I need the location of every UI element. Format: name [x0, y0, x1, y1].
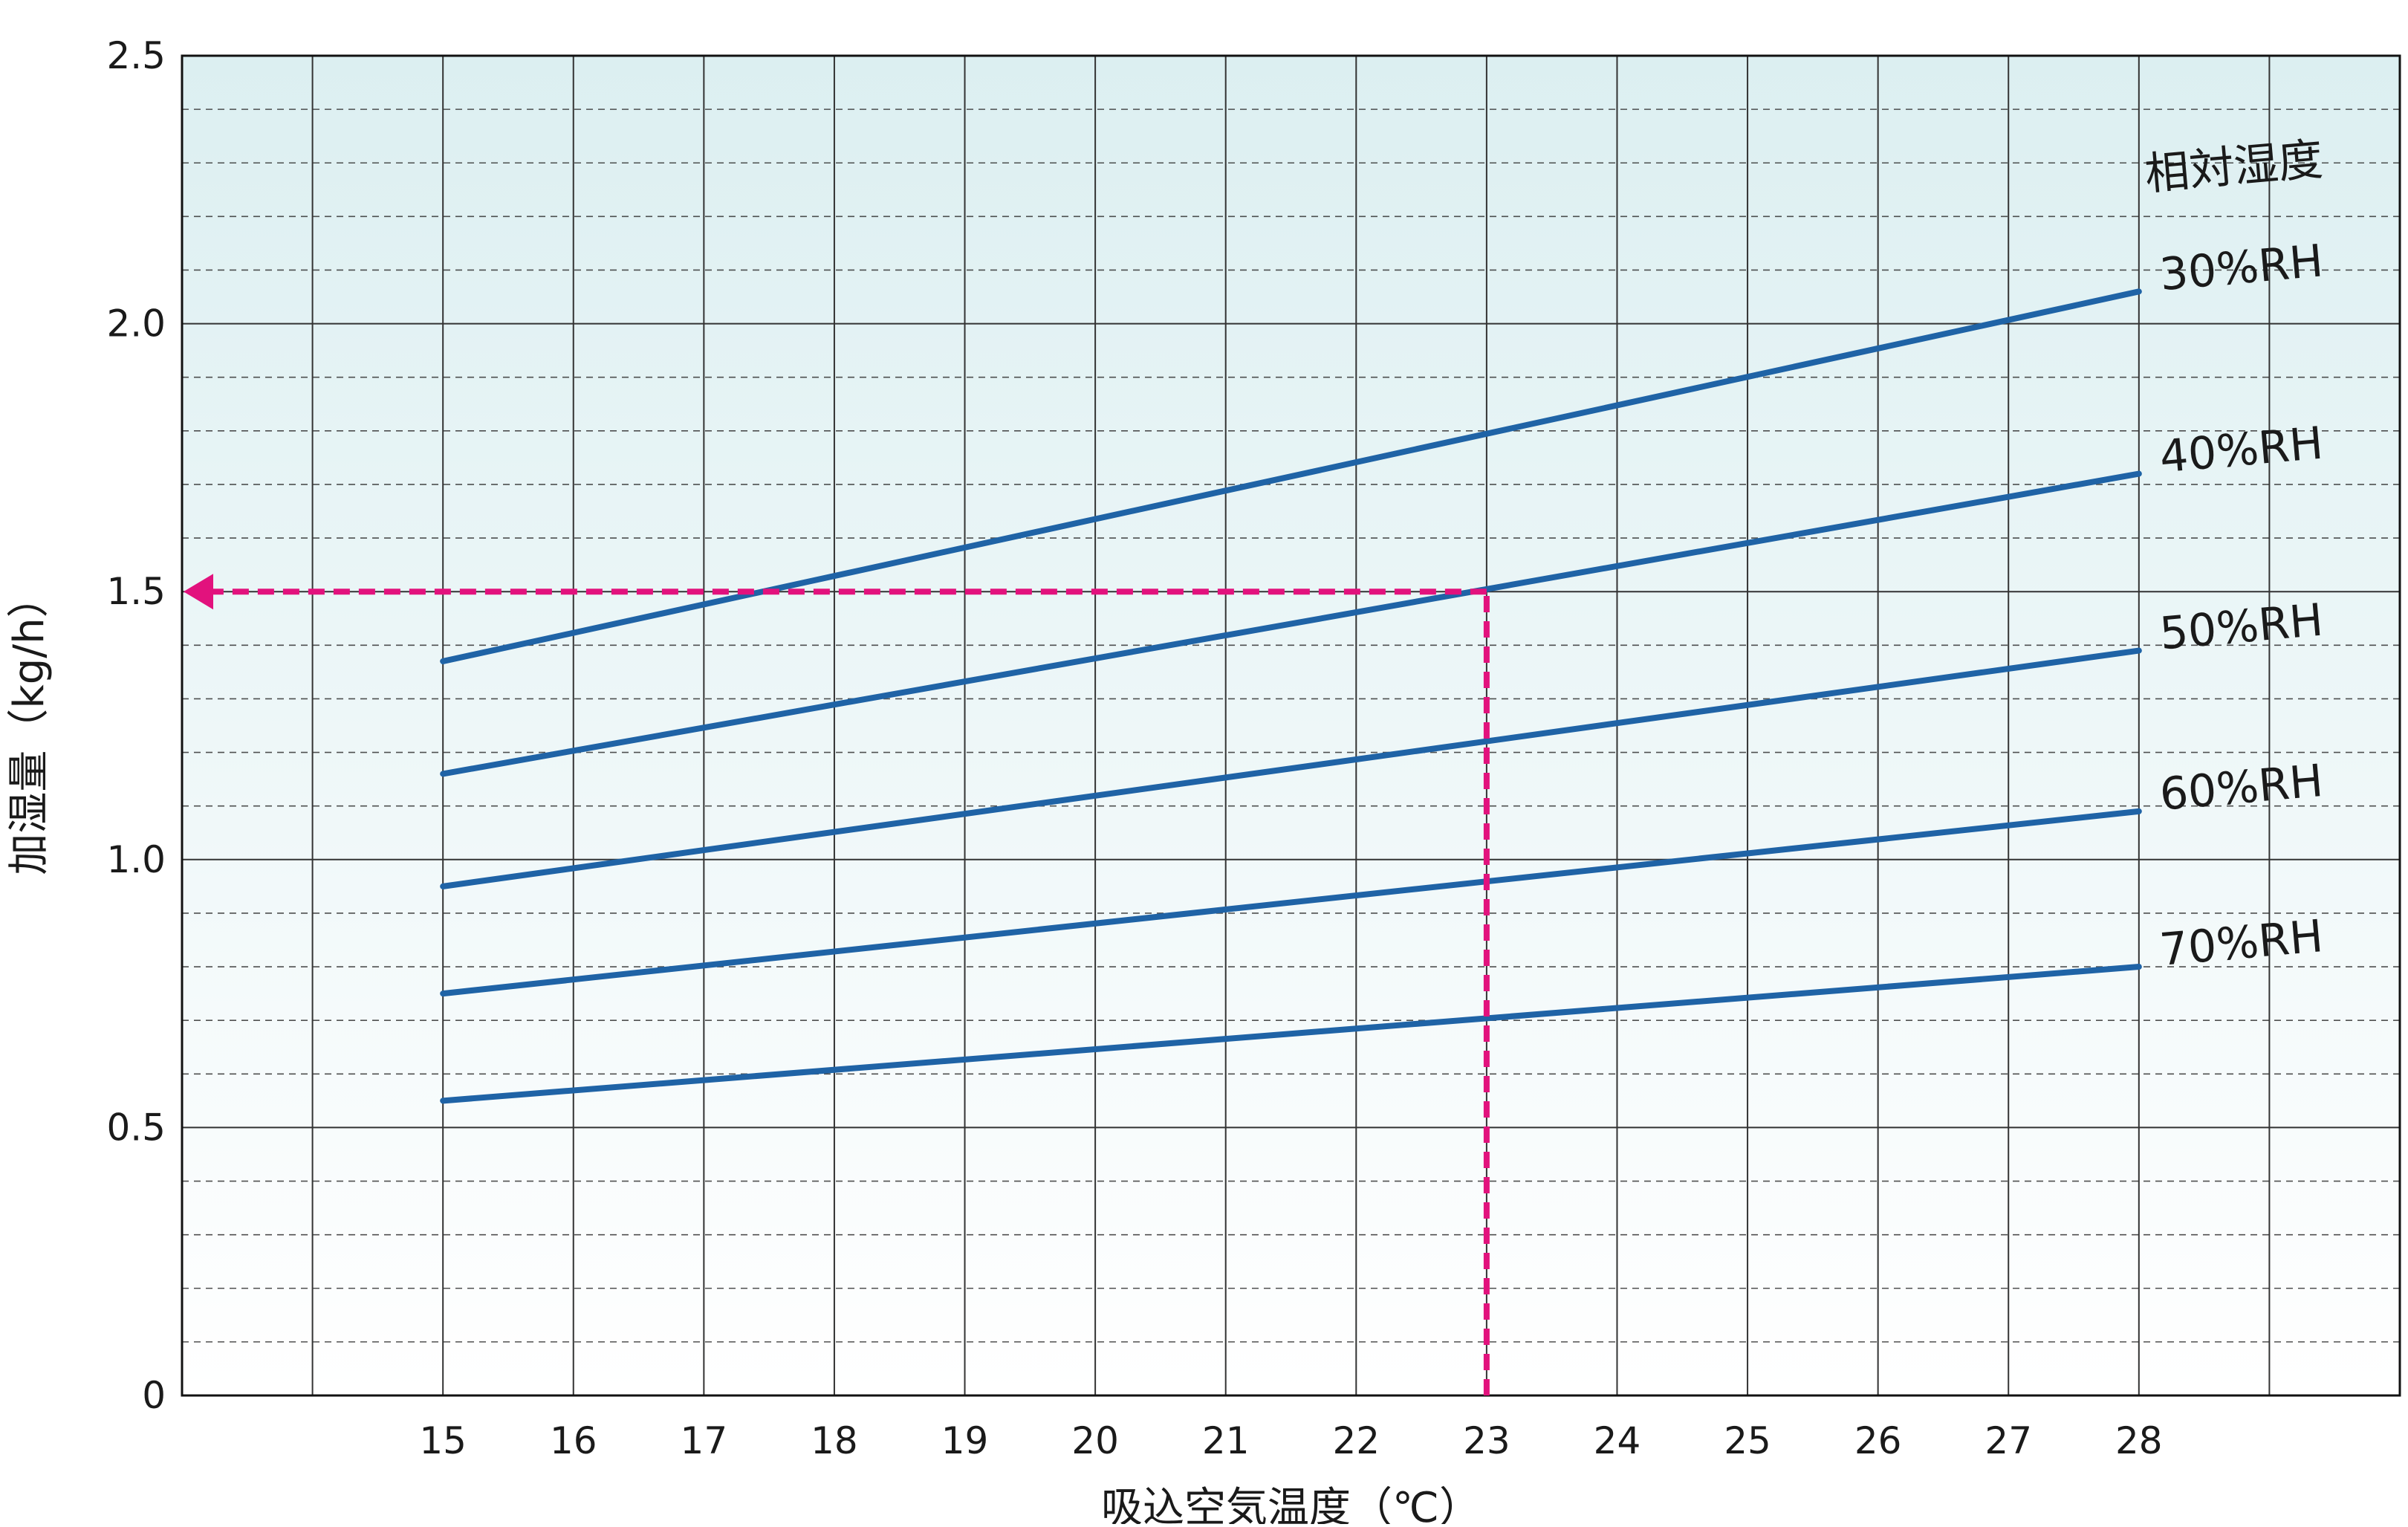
- y-tick-label: 0: [142, 1374, 166, 1417]
- x-tick-label: 19: [941, 1419, 989, 1462]
- x-tick-label: 25: [1724, 1419, 1771, 1462]
- x-tick-label: 28: [2115, 1419, 2163, 1462]
- plot-frame: [181, 54, 2401, 1397]
- x-tick-label: 23: [1463, 1419, 1510, 1462]
- x-tick-label: 27: [1985, 1419, 2032, 1462]
- annotation-arrowhead: [184, 574, 213, 610]
- y-tick-label: 2.5: [106, 34, 166, 77]
- series-line-4: [440, 808, 2142, 997]
- x-tick-label: 21: [1202, 1419, 1250, 1462]
- y-tick-label: 0.5: [106, 1106, 166, 1149]
- x-tick-label: 24: [1594, 1419, 1641, 1462]
- x-tick-label: 26: [1854, 1419, 1902, 1462]
- x-tick-label: 16: [550, 1419, 597, 1462]
- x-tick-label: 22: [1332, 1419, 1380, 1462]
- series-line-2: [440, 470, 2142, 777]
- x-tick-label: 15: [419, 1419, 467, 1462]
- y-tick-label: 1.5: [106, 570, 166, 613]
- y-axis-title: 加湿量（kg/h）: [5, 576, 53, 875]
- x-tick-label: 20: [1071, 1419, 1119, 1462]
- series-line-1: [440, 288, 2142, 664]
- y-tick-label: 1.0: [106, 838, 166, 881]
- series-line-3: [440, 647, 2142, 889]
- x-tick-label: 17: [681, 1419, 728, 1462]
- x-axis-title: 吸込空気温度（℃）: [1101, 1484, 1481, 1524]
- x-tick-label: 18: [811, 1419, 858, 1462]
- y-tick-label: 2.0: [106, 302, 166, 346]
- series-line-5: [440, 964, 2142, 1104]
- plot-background: [182, 56, 2400, 1395]
